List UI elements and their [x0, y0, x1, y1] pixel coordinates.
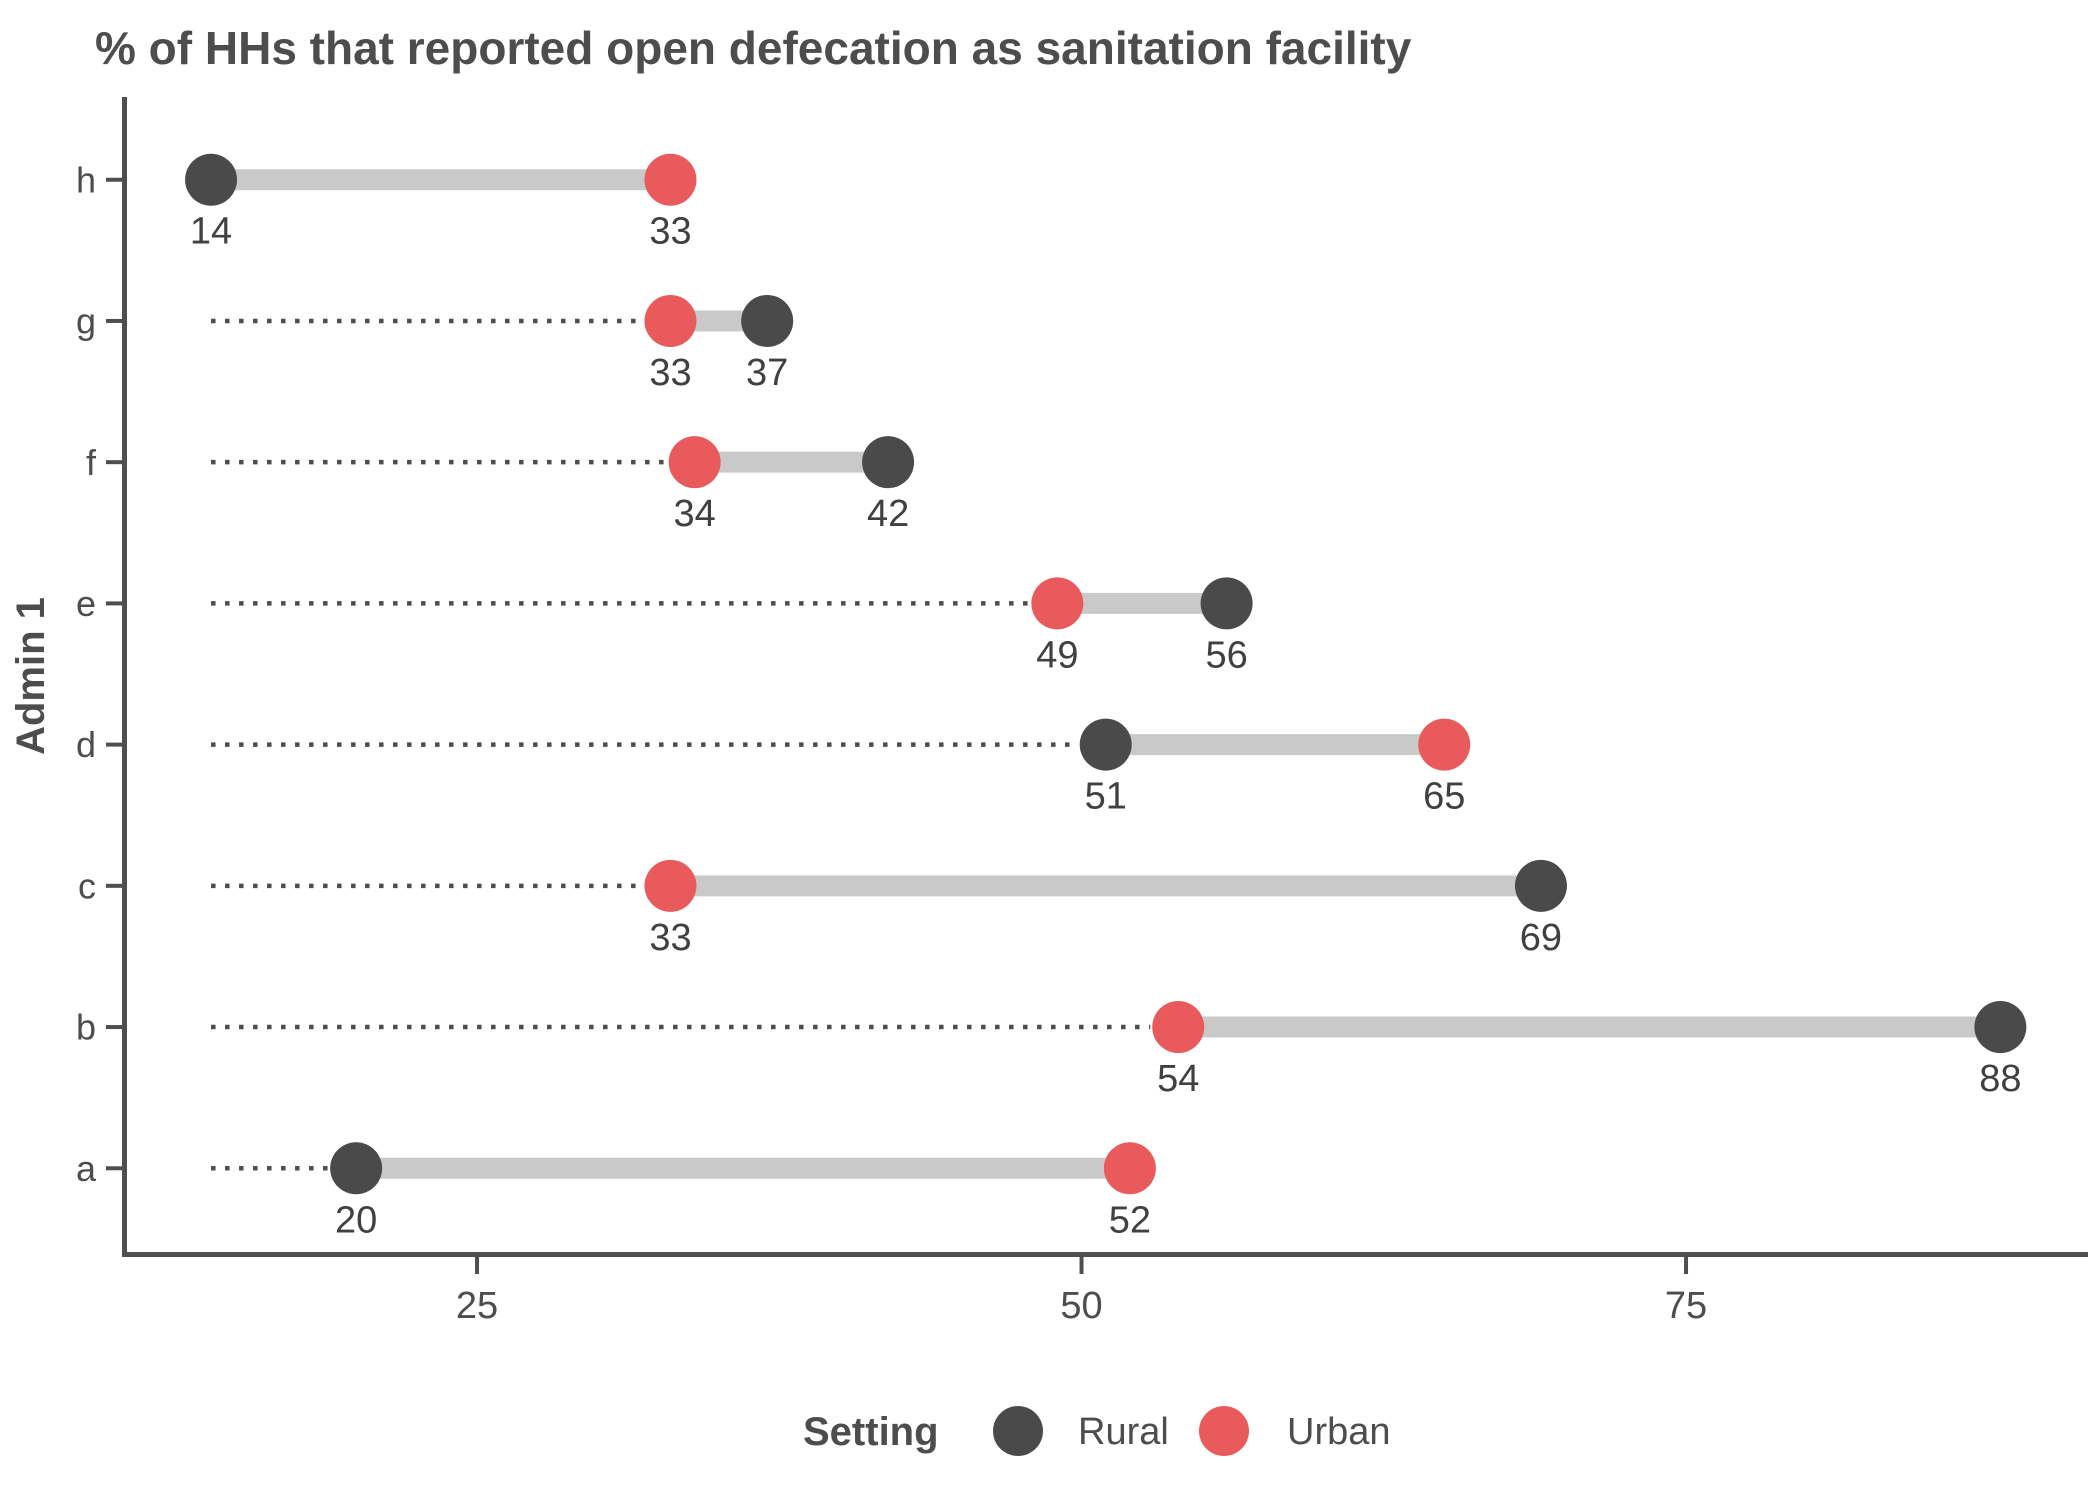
rural-value-label: 20 [335, 1199, 377, 1241]
urban-dot [668, 436, 721, 489]
rural-dot [1079, 718, 1132, 771]
y-axis-category-label: g [76, 301, 96, 342]
legend-rural-dot-icon [993, 1406, 1043, 1456]
rural-dot [1200, 577, 1253, 630]
x-tick-label: 75 [1665, 1285, 1707, 1327]
rural-dot [741, 294, 794, 347]
urban-dot [644, 153, 697, 206]
y-axis-title: Admin 1 [9, 597, 53, 755]
rural-dot [1514, 859, 1567, 912]
urban-value-label: 49 [1036, 634, 1078, 676]
legend-label-urban: Urban [1287, 1411, 1391, 1453]
legend: Setting Rural Urban [803, 1406, 1391, 1456]
urban-value-label: 34 [674, 493, 716, 535]
x-tick-label: 25 [456, 1285, 498, 1327]
rural-value-label: 88 [1979, 1058, 2021, 1100]
rural-value-label: 56 [1205, 634, 1247, 676]
urban-dot [1418, 718, 1471, 771]
legend-title: Setting [803, 1410, 939, 1454]
y-axis-category-label: d [76, 724, 96, 765]
x-tick-label: 50 [1060, 1285, 1102, 1327]
y-axis-category-label: h [76, 159, 96, 200]
urban-dot [1031, 577, 1084, 630]
y-axis-category-label: e [76, 583, 96, 624]
y-axis-category-label: f [86, 442, 97, 483]
legend-label-rural: Rural [1078, 1411, 1169, 1453]
urban-dot [1152, 1001, 1205, 1054]
rural-dot [330, 1142, 383, 1195]
urban-value-label: 52 [1109, 1199, 1151, 1241]
rural-dot [185, 153, 238, 206]
legend-urban-dot-icon [1199, 1406, 1249, 1456]
urban-value-label: 33 [649, 917, 691, 959]
rural-value-label: 42 [867, 493, 909, 535]
rural-value-label: 14 [190, 211, 232, 253]
urban-dot [644, 294, 697, 347]
rural-dot [1974, 1001, 2027, 1054]
chart-title: % of HHs that reported open defecation a… [95, 22, 1412, 74]
y-axis-category-label: a [76, 1148, 97, 1189]
rural-value-label: 69 [1520, 917, 1562, 959]
y-axis-category-label: b [76, 1007, 96, 1048]
rural-dot [862, 436, 915, 489]
rural-value-label: 51 [1085, 776, 1127, 818]
rural-value-label: 37 [746, 352, 788, 394]
y-axis-category-label: c [78, 865, 96, 906]
urban-value-label: 33 [649, 352, 691, 394]
urban-value-label: 33 [649, 211, 691, 253]
urban-dot [644, 859, 697, 912]
urban-dot [1103, 1142, 1156, 1195]
urban-value-label: 54 [1157, 1058, 1199, 1100]
plot-area: 25 50 75 h 14 33 g 37 33 f 42 34 e 56 49 d 51 65 c 69 33 b 88 5… [76, 97, 2088, 1327]
urban-value-label: 65 [1423, 776, 1465, 818]
